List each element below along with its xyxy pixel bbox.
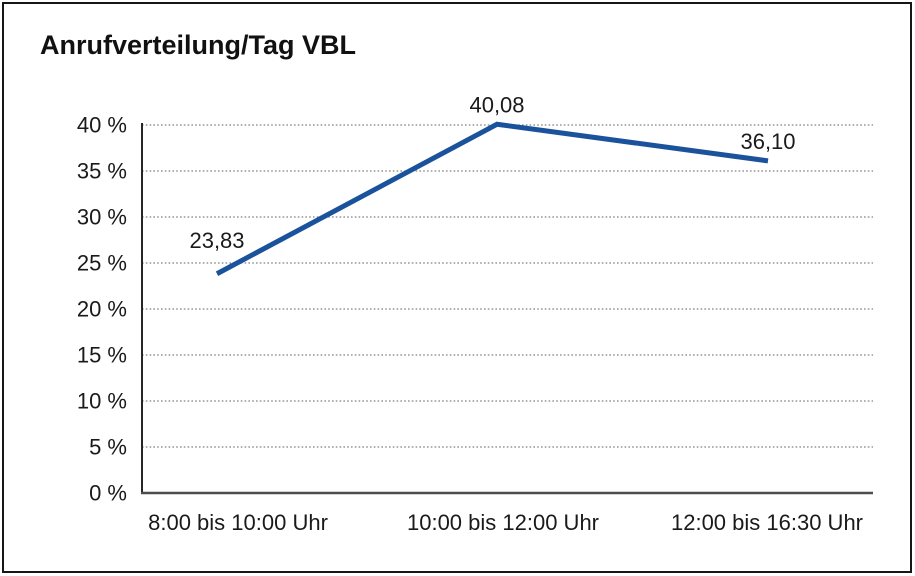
y-axis-tick-label: 40 % (77, 113, 127, 138)
x-axis-category-label: 12:00 bis 16:30 Uhr (671, 510, 863, 535)
x-axis-category-label: 8:00 bis 10:00 Uhr (148, 510, 328, 535)
data-point-label: 40,08 (469, 92, 524, 117)
y-axis-tick-label: 15 % (77, 343, 127, 368)
y-axis-tick-label: 0 % (89, 481, 127, 506)
y-axis-tick-label: 5 % (89, 435, 127, 460)
y-axis-tick-label: 25 % (77, 251, 127, 276)
series-line (215, 121, 769, 276)
y-axis-tick-label: 20 % (77, 297, 127, 322)
data-point-label: 23,83 (189, 228, 244, 253)
chart-title: Anrufverteilung/Tag VBL (40, 30, 357, 60)
y-axis-tick-label: 10 % (77, 389, 127, 414)
y-axis-tick-label: 30 % (77, 205, 127, 230)
data-point-label: 36,10 (740, 129, 795, 154)
y-axis-tick-label: 35 % (77, 159, 127, 184)
x-axis-category-label: 10:00 bis 12:00 Uhr (407, 510, 599, 535)
